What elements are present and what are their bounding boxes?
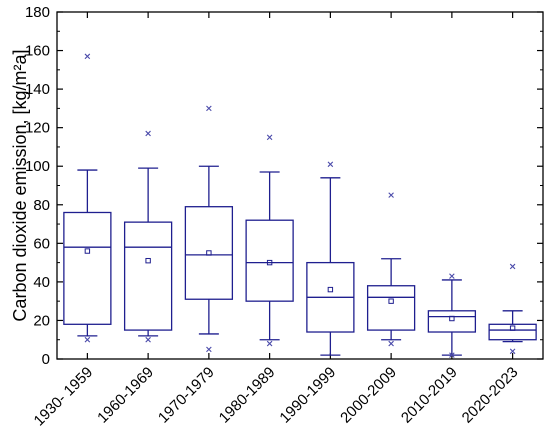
outlier-point: [145, 130, 151, 137]
outlier-stroke: [449, 352, 455, 358]
box-iqr: [488, 323, 537, 341]
outlier-point: [266, 340, 273, 347]
mean-marker: [388, 298, 394, 304]
box-group: [427, 273, 477, 358]
y-tick-label: 40: [33, 274, 50, 291]
outlier-point: [206, 346, 212, 353]
box-iqr: [427, 310, 477, 333]
x-tick-label: 1970-1979: [155, 364, 218, 427]
box-iqr: [245, 219, 294, 302]
outlier-point: [327, 161, 334, 168]
y-tick-label: 180: [25, 4, 50, 21]
y-axis-title: Carbon dioxide emission, [kg/m²a]: [10, 49, 30, 321]
outlier-stroke: [266, 340, 273, 347]
box-iqr: [366, 285, 416, 331]
y-tick-label: 80: [33, 197, 50, 214]
x-tick-label: 1960-1969: [94, 364, 157, 427]
y-tick-label: 120: [25, 120, 50, 137]
outlier-point: [206, 105, 212, 112]
outlier-stroke: [449, 273, 455, 279]
x-tick-label: 1980-1989: [216, 364, 279, 427]
mean-marker: [206, 250, 212, 256]
x-tick-label: 1990-1999: [276, 364, 339, 427]
outlier-point: [509, 348, 516, 355]
plot-frame: [56, 11, 544, 360]
outlier-stroke: [206, 346, 212, 353]
outlier-stroke: [206, 105, 212, 112]
y-tick-label: 0: [42, 351, 50, 368]
y-axis: 0 20 40 60 80 100 120 140 160 180: [25, 4, 543, 368]
box-group: [306, 161, 355, 356]
outlier-stroke: [145, 336, 151, 343]
outlier-point: [449, 273, 455, 279]
box-group: [366, 192, 416, 347]
box-iqr: [123, 221, 173, 331]
box-iqr: [63, 211, 112, 325]
outlier-point: [388, 340, 394, 347]
outlier-stroke: [327, 161, 334, 168]
outlier-point: [509, 263, 516, 270]
mean-marker: [327, 286, 334, 293]
mean-marker: [449, 315, 455, 322]
box-group: [123, 130, 173, 343]
y-tick-label: 160: [25, 43, 50, 60]
outlier-point: [84, 336, 91, 343]
outlier-stroke: [84, 53, 91, 60]
y-tick-label: 20: [33, 312, 50, 329]
boxes-layer: [63, 53, 537, 358]
x-tick-label: 1930- 1959: [31, 364, 97, 430]
outlier-point: [449, 352, 455, 358]
x-tick-label: 2020-2023: [459, 364, 522, 427]
box-iqr: [184, 206, 234, 300]
outlier-stroke: [509, 263, 516, 270]
outlier-point: [388, 192, 394, 198]
box-group: [63, 53, 112, 343]
mean-marker: [84, 248, 91, 254]
box-group: [184, 105, 234, 353]
outlier-stroke: [388, 340, 394, 347]
x-tick-label: 2010-2019: [398, 364, 461, 427]
outlier-point: [266, 134, 273, 141]
mean-marker: [266, 259, 273, 266]
box-group: [245, 134, 294, 347]
outlier-stroke: [84, 336, 91, 343]
x-tick-label: 2000-2009: [337, 364, 400, 427]
y-tick-label: 100: [25, 158, 50, 175]
outlier-point: [84, 53, 91, 60]
outlier-stroke: [388, 192, 394, 198]
outlier-stroke: [509, 348, 516, 355]
outlier-stroke: [145, 130, 151, 137]
outlier-stroke: [266, 134, 273, 141]
y-tick-label: 60: [33, 235, 50, 252]
mean-marker: [509, 325, 516, 331]
box-group: [488, 263, 537, 355]
outlier-point: [145, 336, 151, 343]
y-tick-label: 140: [25, 81, 50, 98]
mean-marker: [145, 257, 151, 264]
